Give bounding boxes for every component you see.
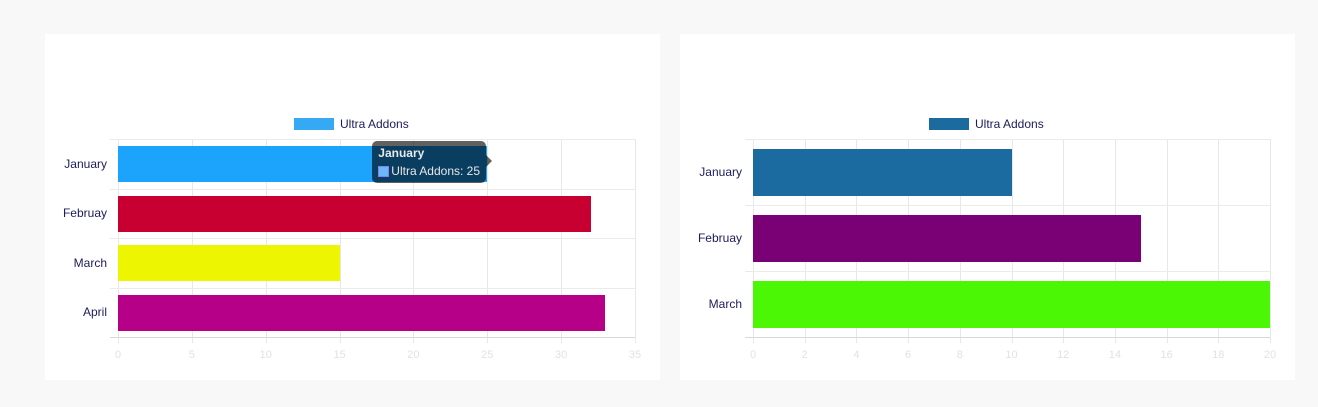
x-tick-label: 18 bbox=[1212, 349, 1225, 361]
bar-january[interactable] bbox=[753, 148, 1012, 197]
x-tick-label: 30 bbox=[555, 349, 568, 361]
x-axis bbox=[110, 337, 635, 338]
legend-swatch bbox=[294, 118, 334, 130]
gridline-horizontal bbox=[110, 139, 635, 140]
gridline-vertical bbox=[265, 139, 267, 343]
x-tick-label: 10 bbox=[1005, 349, 1018, 361]
x-tick-label: 0 bbox=[114, 349, 122, 361]
bar-march[interactable] bbox=[753, 280, 1270, 329]
x-tick-label: 25 bbox=[481, 349, 494, 361]
y-category-label: January bbox=[64, 156, 107, 171]
gridline-horizontal bbox=[110, 188, 635, 190]
gridline-horizontal bbox=[110, 238, 635, 239]
x-tick-label: 8 bbox=[956, 349, 963, 361]
x-tick-label: 10 bbox=[259, 349, 272, 361]
x-tick-label: 20 bbox=[1263, 349, 1277, 361]
legend-swatch bbox=[929, 118, 969, 130]
bar-april[interactable] bbox=[118, 294, 606, 331]
tooltip-swatch bbox=[378, 165, 390, 177]
x-tick-label: 20 bbox=[407, 349, 420, 361]
gridline-vertical bbox=[1270, 139, 1271, 343]
gridline-horizontal bbox=[745, 271, 1270, 272]
x-tick-label: 35 bbox=[628, 349, 642, 361]
x-tick-label: 4 bbox=[853, 349, 860, 361]
x-axis bbox=[745, 337, 1270, 338]
x-tick-label: 14 bbox=[1108, 349, 1122, 361]
chart-panel-right: Ultra Addons 0 2 4 6 8 10 12 14 16 18 20 January Feb… bbox=[680, 34, 1295, 380]
gridline-vertical bbox=[487, 139, 489, 343]
legend[interactable]: Ultra Addons bbox=[294, 117, 409, 131]
gridline-horizontal bbox=[745, 139, 1270, 140]
tooltip-caret bbox=[486, 155, 493, 167]
legend[interactable]: Ultra Addons bbox=[929, 117, 1044, 131]
gridline-vertical bbox=[118, 139, 119, 343]
plot-area[interactable]: 0 5 10 15 20 25 30 35 January Februay March April Ja… bbox=[63, 139, 641, 361]
y-category-label: Februay bbox=[62, 206, 107, 221]
legend-label: Ultra Addons bbox=[340, 117, 409, 131]
gridline-vertical bbox=[561, 139, 563, 343]
bar-februay[interactable] bbox=[753, 214, 1141, 263]
gridline-vertical bbox=[1218, 139, 1220, 343]
y-category-label: March bbox=[708, 297, 742, 311]
x-tick-label: 15 bbox=[333, 349, 346, 361]
legend-label: Ultra Addons bbox=[975, 117, 1044, 131]
y-category-label: April bbox=[82, 305, 107, 320]
gridline-horizontal bbox=[110, 287, 635, 289]
tooltip-label: Ultra Addons: 25 bbox=[391, 164, 481, 178]
chart-panel-left: Ultra Addons 0 5 10 15 20 25 30 35 January Februa… bbox=[45, 34, 660, 380]
x-tick-label: 5 bbox=[188, 349, 195, 361]
bar-march[interactable] bbox=[118, 245, 340, 282]
x-tick-label: 2 bbox=[801, 349, 808, 361]
bar-februay[interactable] bbox=[118, 195, 591, 232]
tooltip-title: January bbox=[378, 146, 425, 160]
gridline-vertical bbox=[1166, 139, 1168, 343]
x-tick-label: 0 bbox=[749, 349, 757, 361]
x-tick-label: 6 bbox=[905, 349, 912, 361]
y-category-label: Februay bbox=[697, 231, 742, 245]
tooltip-row: Ultra Addons: 25 bbox=[378, 164, 480, 178]
gridline-vertical bbox=[339, 139, 341, 343]
tooltip: January Ultra Addons: 25 bbox=[372, 141, 493, 183]
gridline-vertical bbox=[413, 139, 415, 343]
plot-area[interactable]: 0 2 4 6 8 10 12 14 16 18 20 January Februay March bbox=[698, 139, 1276, 361]
gridline-horizontal bbox=[745, 205, 1270, 206]
x-tick-label: 16 bbox=[1160, 349, 1173, 361]
y-category-label: January bbox=[699, 165, 742, 179]
gridline-vertical bbox=[635, 139, 636, 343]
y-category-label: March bbox=[73, 255, 107, 270]
x-tick-label: 12 bbox=[1057, 349, 1070, 361]
gridline-vertical bbox=[191, 139, 193, 343]
